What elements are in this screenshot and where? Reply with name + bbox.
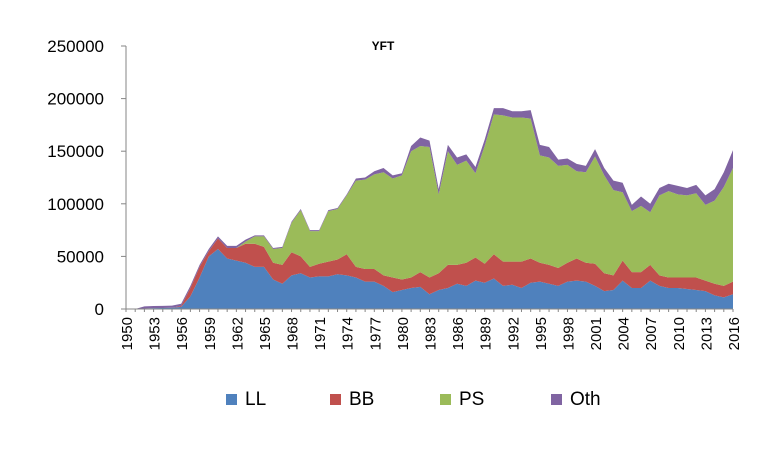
legend-label-bb: BB	[349, 389, 374, 410]
y-tick-label: 100000	[47, 195, 104, 214]
x-tick-label: 1953	[147, 317, 164, 350]
y-tick-label: 0	[95, 300, 104, 319]
x-tick-label: 2010	[671, 317, 688, 350]
x-tick-label: 1995	[533, 317, 550, 350]
x-tick-label: 1980	[395, 317, 412, 350]
y-tick-label: 150000	[47, 142, 104, 161]
x-tick-label: 2013	[698, 317, 715, 350]
x-tick-label: 1959	[202, 317, 219, 350]
x-tick-label: 2007	[643, 317, 660, 350]
legend-swatch-oth	[551, 394, 562, 405]
x-tick-label: 1965	[257, 317, 274, 350]
legend: LL BB PS Oth	[226, 389, 601, 410]
axes: 0 50000 100000 150000 200000 250000 1950 1953 19…	[47, 37, 743, 350]
x-tick-label: 1992	[505, 317, 522, 350]
legend-label-ps: PS	[459, 389, 484, 410]
legend-label-ll: LL	[245, 389, 266, 410]
legend-swatch-bb	[330, 394, 341, 405]
series-area-ll	[126, 249, 733, 309]
x-tick-label: 1974	[340, 317, 357, 350]
x-tick-label: 1968	[285, 317, 302, 350]
plot-area	[126, 108, 733, 309]
x-tick-label: 1998	[560, 317, 577, 350]
x-tick-label: 2016	[726, 317, 743, 350]
x-tick-label: 1956	[174, 317, 191, 350]
legend-swatch-ll	[226, 394, 237, 405]
x-tick-label: 1986	[450, 317, 467, 350]
x-tick-label: 1989	[478, 317, 495, 350]
x-tick-label: 1971	[312, 317, 329, 350]
legend-swatch-ps	[440, 394, 451, 405]
chart-title: YFT	[372, 39, 395, 53]
legend-label-oth: Oth	[570, 389, 601, 410]
x-tick-label: 1950	[119, 317, 136, 350]
x-tick-label: 1977	[367, 317, 384, 350]
x-tick-label: 1983	[423, 317, 440, 350]
x-tick-label: 2001	[588, 317, 605, 350]
x-tick-label: 1962	[229, 317, 246, 350]
y-tick-label: 250000	[47, 37, 104, 56]
series-area-ps	[126, 114, 733, 309]
y-tick-label: 200000	[47, 90, 104, 109]
x-tick-label: 2004	[616, 317, 633, 350]
y-tick-label: 50000	[57, 247, 104, 266]
